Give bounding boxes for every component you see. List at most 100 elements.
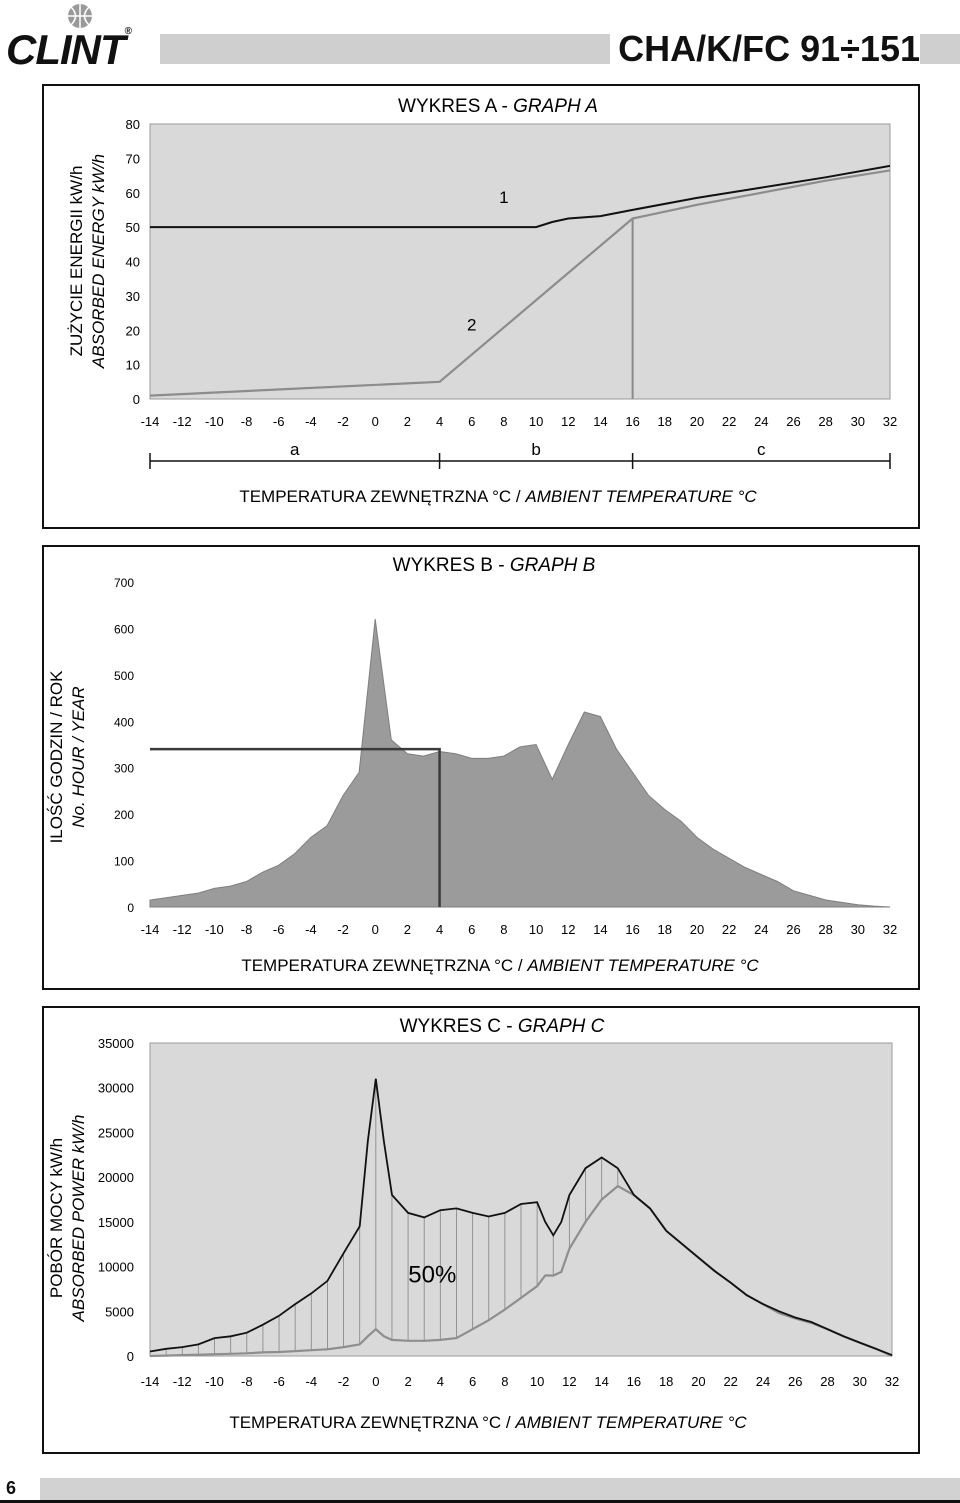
graph-c-ytick-label: 25000 [98,1125,134,1140]
graph-a-xtick-label: 28 [818,414,832,429]
graph-b-xtick-label: -12 [173,922,192,937]
graph-a-xtick-label: 20 [690,414,704,429]
graph-c-xtick-label: -8 [241,1374,253,1389]
graph-b-xtick-label: 16 [625,922,639,937]
graph-c-ylabel: POBÓR MOCY kW/h ABSORBED POWER kW/h [47,1115,88,1323]
graph-c-ytick-label: 35000 [98,1036,134,1051]
graph-a-xtick-label: 26 [786,414,800,429]
graph-c-xtick-label: 24 [756,1374,770,1389]
graph-c-xtick-label: 32 [885,1374,899,1389]
graph-c-xtick-label: 0 [372,1374,379,1389]
graph-a-xtick-label: 16 [625,414,639,429]
graph-b-xtick-label: -8 [241,922,253,937]
graph-b-ytick-label: 100 [114,855,134,869]
graph-c-ytick-label: 20000 [98,1170,134,1185]
graph-b-xtick-label: 8 [500,922,507,937]
brand-name: CLINT [6,26,126,73]
graph-b-xtick-label: 32 [883,922,897,937]
panel-graph-a: WYKRES A - GRAPH A -14 -12 -10 -8 -6 -4 -2 0 2 4 6 8… [42,84,920,529]
graph-b-xtick-label: 18 [658,922,672,937]
page-number: 6 [6,1478,17,1498]
graph-b-xtick-label: -2 [337,922,349,937]
graph-a-xtick-label: 18 [658,414,672,429]
graph-c-xtick-label: 4 [437,1374,444,1389]
graph-c-ylabel-line2: ABSORBED POWER kW/h [69,1115,88,1323]
graph-b-xtick-label: -4 [305,922,317,937]
graph-c-ytick-label: 10000 [98,1260,134,1275]
graph-a-ytick-label: 80 [126,117,140,132]
graph-b-xtick-label: 4 [436,922,443,937]
graph-b-xlabel: TEMPERATURA ZEWNĘTRZNA °C / AMBIENT TEMP… [241,956,759,975]
graph-a-zone-label: c [757,440,766,459]
graph-a-zone-label: b [531,440,540,459]
graph-c-xtick-label: 20 [691,1374,705,1389]
graph-b-xtick-label: 20 [690,922,704,937]
graph-b-ylabel: ILOŚĆ GODZIN / ROK No. HOUR / YEAR [47,670,88,844]
panel-graph-b: WYKRES B - GRAPH B -14 -12 -10 -8 -6 -4 -2 0 2 4 6 8… [42,545,920,990]
graph-c: WYKRES C - GRAPH C-14 -12 -10 -8 -6 -4 -2 0 2 4 6 8… [47,1016,899,1432]
graph-b-ytick-label: 500 [114,669,134,683]
graph-a-ytick-label: 30 [126,289,140,304]
graph-c-xtick-label: 28 [820,1374,834,1389]
graph-a-ylabel-line1: ZUŻYCIE ENERGII kW/h [67,166,86,357]
graph-c-xtick-label: 14 [594,1374,608,1389]
graph-a-ytick-label: 0 [133,392,140,407]
graph-b-xtick-label: 30 [851,922,865,937]
graph-a-xtick-label: 2 [404,414,411,429]
graph-c-xtick-label: 22 [723,1374,737,1389]
graph-a-xtick-label: -8 [241,414,253,429]
graph-a-zone-label: a [290,440,300,459]
graph-b-xtick-label: 10 [529,922,543,937]
graph-a-xtick-label: 14 [593,414,607,429]
graph-b-xtick-label: 24 [754,922,768,937]
graph-c-ylabel-line1: POBÓR MOCY kW/h [47,1138,66,1298]
graph-b: WYKRES B - GRAPH B-14 -12 -10 -8 -6 -4 -2 0 2 4 6 8… [47,555,897,975]
graph-a: WYKRES A - GRAPH A-14 -12 -10 -8 -6 -4 -2 0 2 4 6 8… [67,96,897,506]
graph-b-xtick-label: 22 [722,922,736,937]
graph-b-ytick-label: 0 [127,901,134,915]
panel-graph-c: WYKRES C - GRAPH C -14 -12 -10 -8 -6 -4 -2 0 2 4 6 8… [42,1006,920,1454]
graph-a-xtick-label: -6 [273,414,285,429]
graph-a-xtick-label: 4 [436,414,443,429]
graph-b-xtick-label: -10 [205,922,224,937]
graph-c-xtick-label: 12 [562,1374,576,1389]
graph-b-xtick-label: 14 [593,922,607,937]
graph-c-xtick-label: 10 [530,1374,544,1389]
graph-a-xtick-label: -10 [205,414,224,429]
graph-c-series-1-line [149,1078,893,1356]
graph-a-series-1-label: 1 [499,188,508,207]
graph-c-xlabel: TEMPERATURA ZEWNĘTRZNA °C / AMBIENT TEMP… [229,1413,747,1432]
graph-a-series-2-label: 2 [467,315,476,334]
brand-logo: CLINT® [6,26,132,74]
graph-a-title: WYKRES A - GRAPH A [398,96,598,117]
graph-c-xtick-label: -2 [338,1374,350,1389]
graph-c-ytick-label: 0 [127,1349,134,1364]
graph-a-plot-area [149,123,891,400]
graph-a-xtick-label: -2 [337,414,349,429]
graph-a-ytick-label: 70 [126,151,140,166]
graph-a-xtick-label: -4 [305,414,317,429]
graph-b-ytick-label: 600 [114,622,134,636]
graph-a-xtick-label: 0 [372,414,379,429]
graph-b-xtick-label: 26 [786,922,800,937]
graph-c-xtick-label: -4 [306,1374,318,1389]
graph-b-marker-line [150,747,441,907]
graph-b-ylabel-line1: ILOŚĆ GODZIN / ROK [47,670,66,844]
graph-b-area [149,619,891,908]
graph-b-xtick-label: 6 [468,922,475,937]
graph-b-xtick-label: -6 [273,922,285,937]
graph-a-series-1-line [150,164,891,229]
graph-c-xtick-label: -14 [141,1374,160,1389]
graph-c-xtick-label: 16 [627,1374,641,1389]
registered-mark: ® [124,26,132,37]
graph-a-xtick-label: 22 [722,414,736,429]
graph-a-xtick-label: -14 [141,414,160,429]
graph-b-title: WYKRES B - GRAPH B [393,555,596,576]
graph-c-xtick-label: -12 [173,1374,192,1389]
graph-c-xtick-label: -10 [205,1374,224,1389]
graph-b-xtick-label: 12 [561,922,575,937]
graph-a-ytick-label: 60 [126,186,140,201]
basketball-icon [68,4,92,28]
graph-a-xtick-label: 30 [851,414,865,429]
graph-c-title: WYKRES C - GRAPH C [400,1016,605,1037]
